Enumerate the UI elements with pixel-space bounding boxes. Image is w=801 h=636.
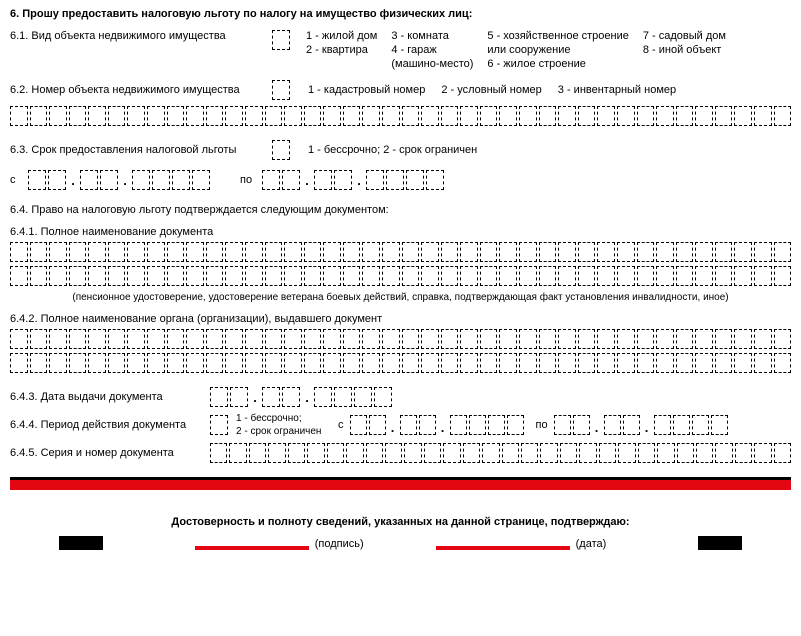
dot: . [352,172,366,190]
legend-6-1-8: 8 - иной объект [643,44,726,56]
label-6-4-4-to: по [536,419,548,431]
row-6-4-3: 6.4.3. Дата выдачи документа . . [10,387,791,407]
date-line[interactable] [436,546,570,550]
legend-6-4-4-1: 1 - бессрочно; [236,413,332,424]
input-6-4-4-from-mm[interactable] [400,415,436,435]
legend-6-1-3: 3 - комната [391,30,473,42]
signature-line[interactable] [195,546,309,550]
section6-title: 6. Прошу предоставить налоговую льготу п… [10,8,791,20]
row-6-4-5: 6.4.5. Серия и номер документа [10,443,791,463]
label-6-4-4: 6.4.4. Период действия документа [10,419,210,431]
label-6-4-4-from: с [338,419,344,431]
input-6-4-2-line2[interactable] [10,353,791,373]
label-from-6-3: с [10,174,22,186]
input-6-4-4-from-dd[interactable] [350,415,386,435]
input-6-4-2-line1[interactable] [10,329,791,349]
input-6-4-4-to-dd[interactable] [554,415,590,435]
label-6-4-1: 6.4.1. Полное наименование документа [10,226,791,238]
legend-6-1-col2: 3 - комната 4 - гараж (машино-место) [391,30,473,70]
footer-title: Достоверность и полноту сведений, указан… [10,516,791,528]
input-6-4-4-to-mm[interactable] [604,415,640,435]
label-to-6-3: по [240,174,252,186]
dot: . [118,172,132,190]
signature-row: (подпись) (дата) [10,536,791,550]
row-6-3-dates: с . . по . . [10,170,791,190]
dot: . [300,389,314,407]
dot: . [640,419,654,437]
input-6-4-3-mm[interactable] [262,387,300,407]
legend-6-1-2: 2 - квартира [306,44,377,56]
input-6-3-from-yyyy[interactable] [132,170,210,190]
legend-6-1-col4: 7 - садовый дом 8 - иной объект [643,30,726,56]
legend-6-2-a: 1 - кадастровый номер [308,84,425,96]
row-6-4-4: 6.4.4. Период действия документа 1 - бес… [10,413,791,437]
label-6-4-5: 6.4.5. Серия и номер документа [10,447,210,459]
input-6-4-3-dd[interactable] [210,387,248,407]
legend-6-1-5b: или сооружение [487,44,628,56]
legend-6-1-6: 6 - жилое строение [487,58,628,70]
label-6-3: 6.3. Срок предоставления налоговой льгот… [10,144,272,156]
input-6-3-to-mm[interactable] [314,170,352,190]
legend-6-4-4: 1 - бессрочно; 2 - срок ограничен [236,413,332,437]
input-6-4-4-to-yyyy[interactable] [654,415,728,435]
label-6-4-2: 6.4.2. Полное наименование органа (орган… [10,313,791,325]
legend-6-1-7: 7 - садовый дом [643,30,726,42]
row-6-1: 6.1. Вид объекта недвижимого имущества 1… [10,30,791,70]
legend-6-2-c: 3 - инвентарный номер [558,84,676,96]
legend-6-3: 1 - бессрочно; 2 - срок ограничен [308,144,477,156]
input-6-2[interactable] [272,80,290,100]
form-page: 6. Прошу предоставить налоговую льготу п… [0,0,801,550]
input-6-4-4[interactable] [210,415,228,435]
date-label: (дата) [576,538,607,550]
black-mark-right [698,536,742,550]
row-6-2: 6.2. Номер объекта недвижимого имущества… [10,80,791,100]
signature-label: (подпись) [315,538,364,550]
label-6-2: 6.2. Номер объекта недвижимого имущества [10,84,272,96]
input-6-3-from-mm[interactable] [80,170,118,190]
dot: . [386,419,400,437]
legend-6-2-b: 2 - условный номер [441,84,541,96]
legend-6-1-col1: 1 - жилой дом 2 - квартира [306,30,377,56]
input-6-3-from-dd[interactable] [28,170,66,190]
dot: . [300,172,314,190]
legend-6-1-col3: 5 - хозяйственное строение или сооружени… [487,30,628,70]
legend-6-4-4-2: 2 - срок ограничен [236,426,332,437]
legend-6-1-4b: (машино-место) [391,58,473,70]
dot: . [436,419,450,437]
label-6-4: 6.4. Право на налоговую льготу подтвержд… [10,204,791,216]
input-6-1[interactable] [272,30,290,50]
input-6-4-1-line2[interactable] [10,266,791,286]
separator-red [10,477,791,490]
row-6-3: 6.3. Срок предоставления налоговой льгот… [10,140,791,160]
label-6-4-3: 6.4.3. Дата выдачи документа [10,391,210,403]
legend-6-1-5: 5 - хозяйственное строение [487,30,628,42]
label-6-1: 6.1. Вид объекта недвижимого имущества [10,30,272,42]
hint-6-4-1: (пенсионное удостоверение, удостоверение… [10,292,791,303]
input-6-2-number[interactable] [10,106,791,126]
black-mark-left [59,536,103,550]
input-6-3-to-dd[interactable] [262,170,300,190]
dot: . [66,172,80,190]
input-6-4-1-line1[interactable] [10,242,791,262]
input-6-3[interactable] [272,140,290,160]
legend-6-1-4: 4 - гараж [391,44,473,56]
dot: . [248,389,262,407]
input-6-4-4-from-yyyy[interactable] [450,415,524,435]
input-6-3-to-yyyy[interactable] [366,170,444,190]
dot: . [590,419,604,437]
legend-6-1-1: 1 - жилой дом [306,30,377,42]
input-6-4-5[interactable] [210,443,791,463]
input-6-4-3-yyyy[interactable] [314,387,392,407]
